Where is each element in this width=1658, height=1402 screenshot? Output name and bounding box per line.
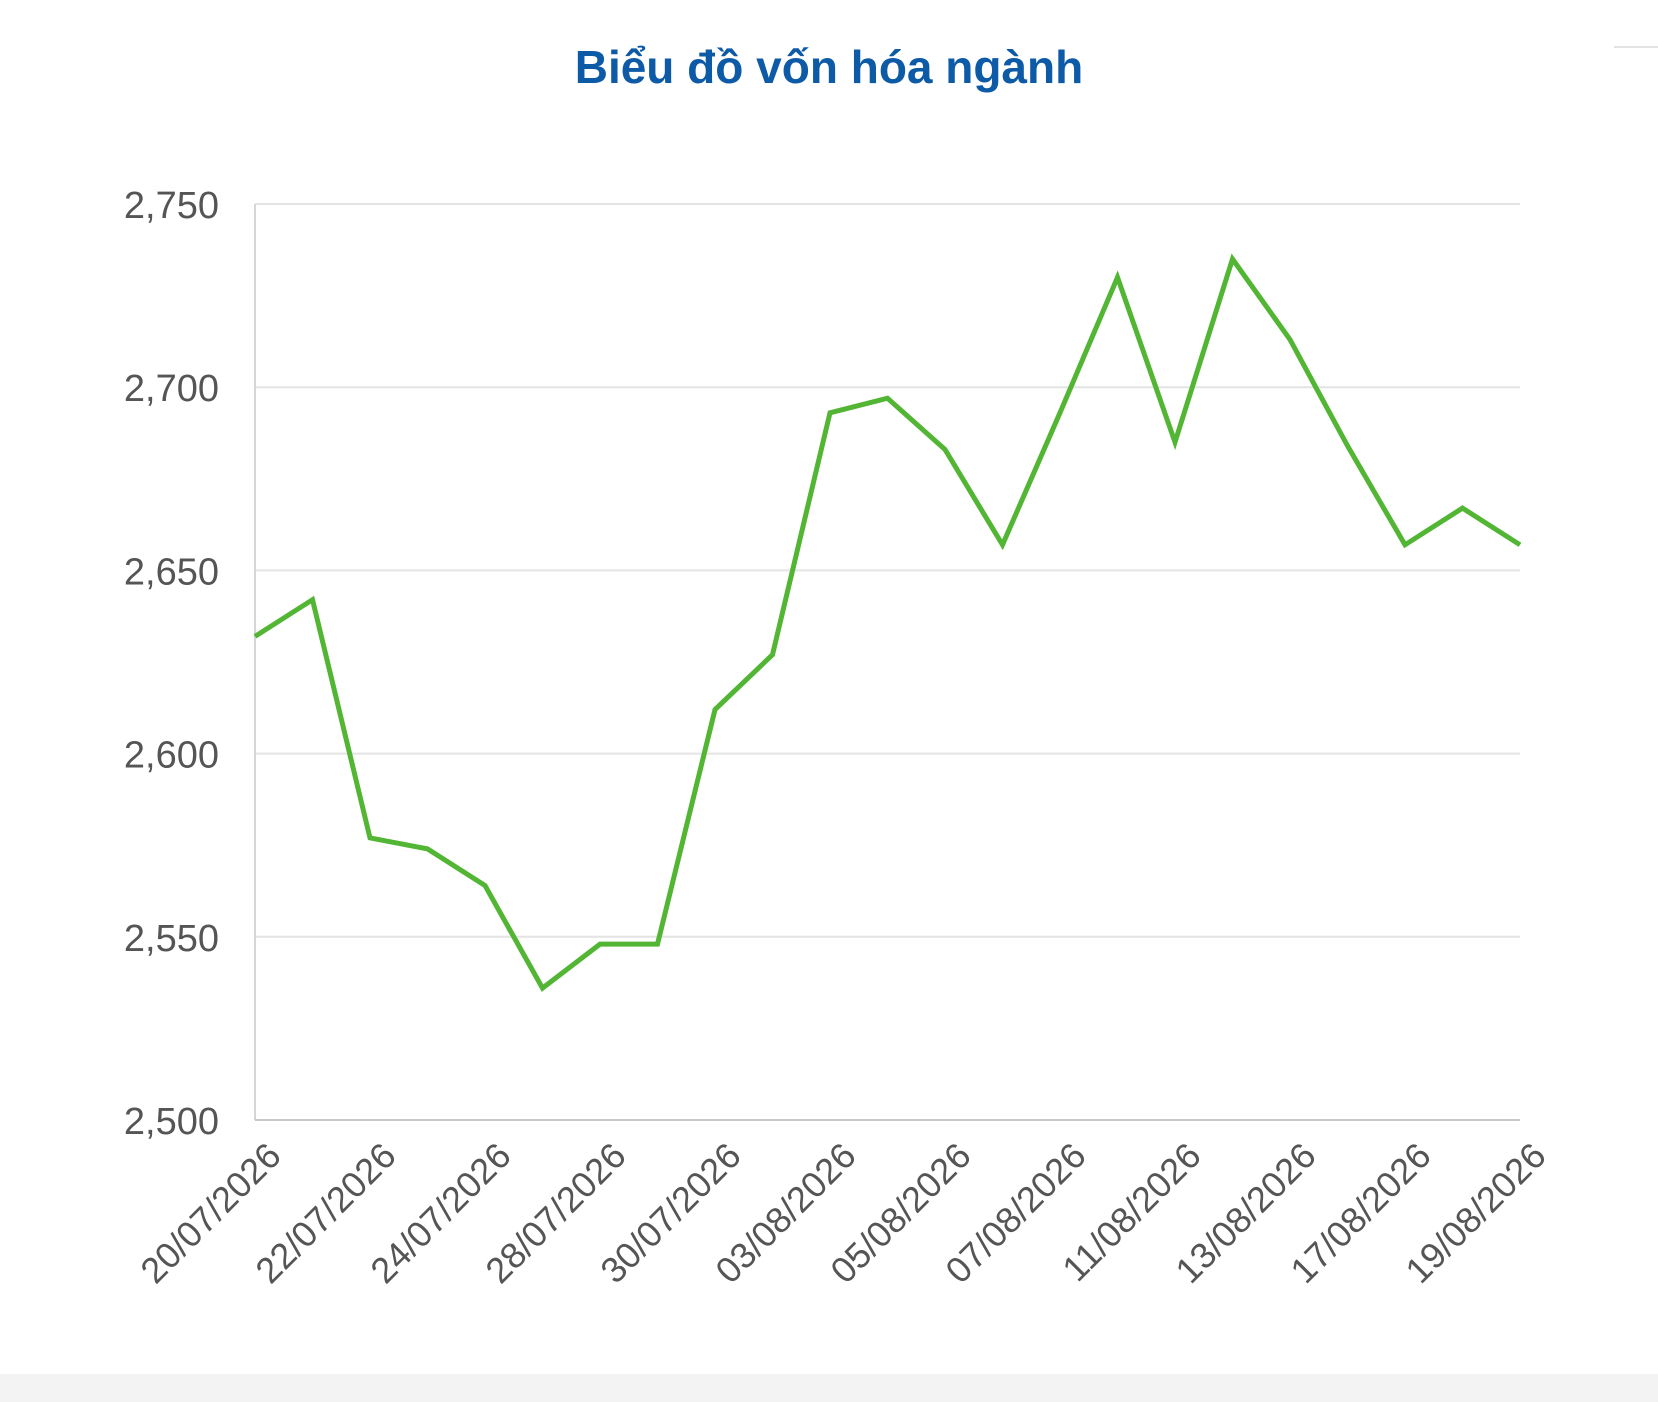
data-point [597,941,603,947]
data-point [1172,439,1178,445]
data-point [885,395,891,401]
data-point [252,633,258,639]
data-point [827,410,833,416]
divider [1614,46,1658,48]
data-point [1115,274,1121,280]
y-tick-label: 2,500 [124,1101,219,1143]
data-point [1345,443,1351,449]
y-tick-label: 2,750 [124,185,219,227]
y-tick-label: 2,550 [124,918,219,960]
data-point [367,835,373,841]
data-point [1287,337,1293,343]
data-point [425,846,431,852]
chart-title: Biểu đồ vốn hóa ngành [574,41,1084,93]
y-tick-label: 2,700 [124,368,219,410]
data-point [770,652,776,658]
series-line [253,253,1522,992]
data-point [942,446,948,452]
footer-strip [0,1374,1658,1402]
data-point [1460,505,1466,511]
data-point [1230,256,1236,262]
data-point [310,597,316,603]
data-point [1000,542,1006,548]
data-point [1057,410,1063,416]
data-point [655,941,661,947]
data-point [712,707,718,713]
y-tick-label: 2,650 [124,551,219,593]
data-point [540,985,546,991]
data-point [1402,542,1408,548]
y-tick-label: 2,600 [124,735,219,777]
data-point [482,883,488,889]
data-point [1517,542,1523,548]
